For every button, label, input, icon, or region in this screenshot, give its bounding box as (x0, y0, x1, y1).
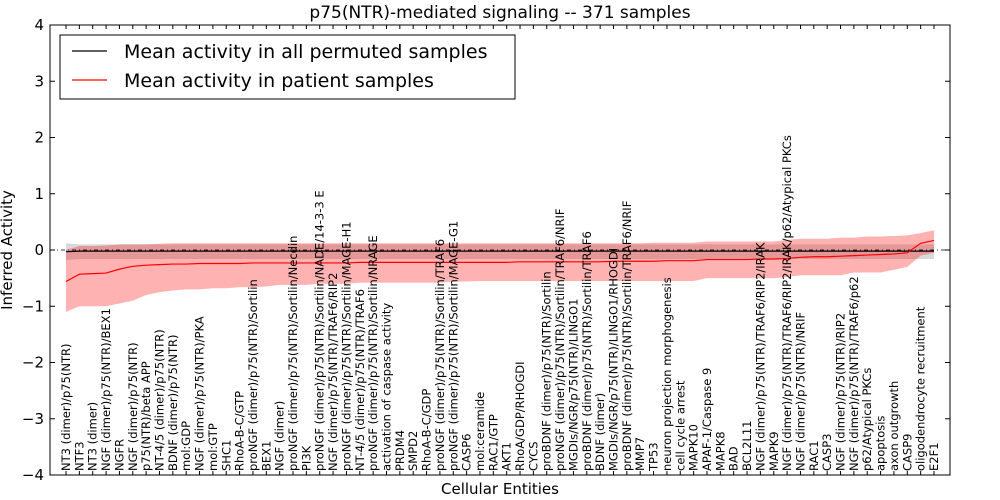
x-category-label: NTF3 (72, 441, 86, 471)
x-category-label: proNGF (dimer)/p75(NTR)/Sortilin/NADE/14… (313, 190, 327, 471)
legend-box (59, 34, 516, 100)
x-category-label: CASP9 (900, 434, 914, 471)
x-category-label: NGFR (112, 439, 126, 471)
y-tick-label: 2 (34, 129, 44, 147)
x-category-label: MGDIs/NGR/p75(NTR)/LINGO1 (566, 299, 580, 471)
x-category-label: neuron projection morphogenesis (660, 277, 674, 471)
x-category-label: NGF (dimer)/p75(NTR)/TRAF6/RIP2/IRAK (753, 242, 767, 471)
x-category-label: cell cycle arrest (673, 380, 687, 471)
x-category-label: proBDNF (dimer)/p75(NTR)/Sortilin/TRAF6/… (620, 201, 634, 471)
x-category-label: activation of caspase activity (379, 303, 393, 471)
x-category-label: PRDM4 (393, 430, 407, 471)
x-category-label: RhoA-B-C/GDP (420, 389, 434, 471)
x-category-label: RAC1 (807, 440, 821, 471)
x-category-label: NT-4/5 (dimer)/p75(NTR) (152, 329, 166, 471)
y-tick-label: −3 (22, 410, 44, 428)
x-category-label: BCL2L11 (740, 421, 754, 471)
y-tick-label: −2 (22, 354, 44, 372)
patient-mean-line (65, 239, 935, 283)
y-tick-label: 1 (34, 185, 44, 203)
x-category-label: mol:GDP (179, 421, 193, 471)
x-category-label: mol:ceramide (473, 392, 487, 471)
x-category-label: NT3 (dimer) (86, 402, 100, 471)
x-category-label: NGF (dimer)/p75(NTR)/TRAF6/p62 (847, 276, 861, 471)
x-category-label: proNGF (dimer)/p75(NTR)/Sortilin/MAGE-G1 (446, 221, 460, 471)
x-category-label: MMP7 (633, 437, 647, 471)
x-category-label: SHC1 (219, 440, 233, 471)
x-category-label: MGDIs/NGR/p75(NTR)/LINGO1/RHOGDI (607, 248, 621, 471)
y-tick-label: 3 (34, 72, 44, 90)
x-category-label: NT-4/5 (dimer)/p75(NTR)/TRAF6 (353, 289, 367, 471)
x-category-label: proNGF (dimer)/p75(NTR)/Sortilin/TRAF6/N… (553, 209, 567, 471)
x-category-label: CASP6 (460, 434, 474, 471)
x-category-label: proNGF (dimer)/p75(NTR)/Sortilin/NRAGE (366, 235, 380, 471)
x-category-label: proBDNF (dimer)/p75(NTR)/Sortilin/TRAF6 (580, 231, 594, 471)
x-category-label: RhoA/GDP/RHOGDI (513, 362, 527, 471)
x-category-label: p75(NTR)/beta APP (139, 361, 153, 471)
y-tick-label: 4 (34, 16, 44, 34)
x-category-label: NGF (dimer)/p75(NTR)/TRAF6/RIP2 (326, 273, 340, 471)
x-category-label: TP53 (647, 442, 661, 472)
y-tick-label: −1 (22, 297, 44, 315)
y-axis-label: Inferred Activity (0, 190, 16, 310)
x-axis-label: Cellular Entities (441, 480, 559, 498)
x-category-label: NGF (dimer)/p75(NTR)/RIP2 (834, 313, 848, 471)
x-category-label: NGF (dimer)/p75(NTR) (126, 342, 140, 471)
x-category-label: proNGF (dimer)/p75(NTR)/Sortilin (246, 279, 260, 471)
x-category-label: apoptosis (874, 416, 888, 471)
x-category-label: BEX1 (259, 441, 273, 471)
x-category-label: NGF (dimer)/p75(NTR)/TRAF6/RIP2/IRAK/p62… (780, 135, 794, 471)
x-category-label: BDNF (dimer) (593, 393, 607, 471)
x-category-label: mol:GTP (206, 423, 220, 471)
x-category-label: E2F1 (927, 442, 941, 471)
x-category-label: proNGF (dimer)/p75(NTR)/Sortilin/TRAF6 (433, 239, 447, 471)
y-tick-label: 0 (34, 241, 44, 259)
x-category-label: RAC1/GTP (486, 414, 500, 471)
patient-band (66, 230, 934, 312)
x-category-label: PI3K (299, 445, 313, 471)
x-category-label: axon outgrowth (887, 381, 901, 471)
x-category-label: CASP3 (820, 434, 834, 471)
x-category-label: proBDNF (dimer)/p75(NTR)/Sortilin (540, 271, 554, 471)
chart-title: p75(NTR)-mediated signaling -- 371 sampl… (309, 3, 690, 23)
plot-area: −4 −3 −2 −1 0 1 2 3 4 NT3 (dimer)/p75(NTR) NTF3 NT3… (22, 16, 951, 484)
x-category-label: CYCS (526, 441, 540, 471)
x-category-label: NGF (dimer)/p75(NTR)/BEX1 (99, 308, 113, 471)
x-category-label: RhoA-B-C/GTP (233, 391, 247, 471)
x-category-label: p62/Atypical PKCs (860, 368, 874, 471)
legend-label-patient: Mean activity in patient samples (124, 70, 434, 92)
x-category-label: BAD (727, 446, 741, 471)
x-category-label: MAPK10 (687, 424, 701, 471)
legend-label-permuted: Mean activity in all permuted samples (124, 41, 487, 63)
x-category-label: NGF (dimer) (273, 401, 287, 471)
x-category-label: APAF-1/Caspase 9 (700, 368, 714, 471)
x-category-label: NGF (dimer)/p75(NTR)/PKA (193, 316, 207, 471)
x-category-label: BDNF (dimer)/p75(NTR) (166, 335, 180, 472)
x-category-label: NT3 (dimer)/p75(NTR) (59, 344, 73, 471)
x-category-label: NGF (dimer)/p75(NTR)/NRIF (793, 312, 807, 471)
x-category-label: proNGF (dimer)/p75(NTR)/Sortilin/MAGE-H1 (339, 221, 353, 471)
x-category-label: AKT1 (500, 442, 514, 471)
legend: Mean activity in all permuted samples Me… (59, 34, 516, 100)
x-category-label: oligodendrocyte recruitment (914, 306, 928, 471)
x-category-label: proNGF (dimer)/p75(NTR)/Sortilin/Necdin (286, 236, 300, 471)
y-tick-label: −4 (22, 466, 44, 484)
x-category-label: MAPK9 (767, 431, 781, 471)
permuted-mean-line (65, 250, 934, 253)
x-category-label: SMPD2 (406, 431, 420, 471)
x-category-label: MAPK8 (713, 431, 727, 471)
